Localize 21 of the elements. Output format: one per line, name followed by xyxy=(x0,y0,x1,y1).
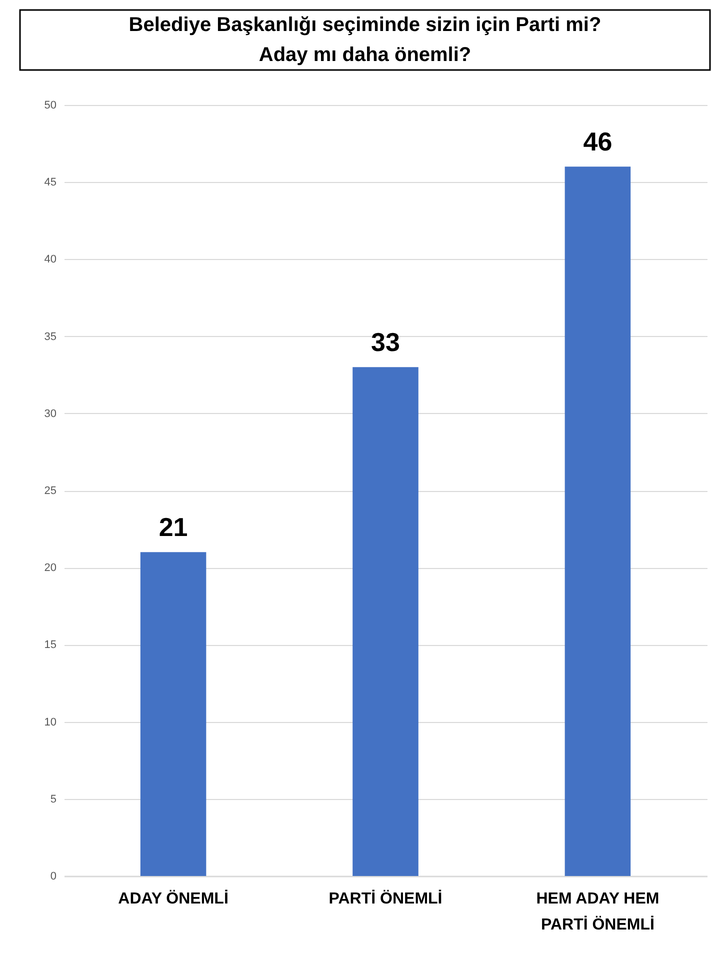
y-tick-label: 40 xyxy=(44,254,56,266)
chart-title: Belediye Başkanlığı seçiminde sizin için Parti mi? Aday mı daha önemli? xyxy=(128,14,602,66)
bar xyxy=(564,166,631,876)
x-tick-label: ADAY ÖNEMLİ xyxy=(118,890,228,908)
data-label: 33 xyxy=(371,327,400,358)
x-tick-label: PARTİ ÖNEMLİ xyxy=(328,890,442,908)
y-tick-label: 20 xyxy=(44,562,56,574)
y-tick-label: 35 xyxy=(44,330,56,343)
y-tick-label: 50 xyxy=(44,100,56,112)
y-tick-label: 45 xyxy=(44,176,56,189)
x-tick-label: HEM ADAY HEM PARTİ ÖNEMLİ xyxy=(536,890,660,934)
y-tick-label: 30 xyxy=(44,408,56,420)
y-tick-label: 10 xyxy=(44,716,56,728)
y-tick-label: 15 xyxy=(44,639,56,652)
data-label: 46 xyxy=(583,126,612,157)
y-tick-label: 5 xyxy=(50,793,56,806)
bar xyxy=(352,367,418,876)
data-label: 21 xyxy=(158,512,188,542)
y-tick-label: 25 xyxy=(44,485,56,497)
bar xyxy=(140,552,206,876)
y-tick-label: 0 xyxy=(50,870,56,882)
